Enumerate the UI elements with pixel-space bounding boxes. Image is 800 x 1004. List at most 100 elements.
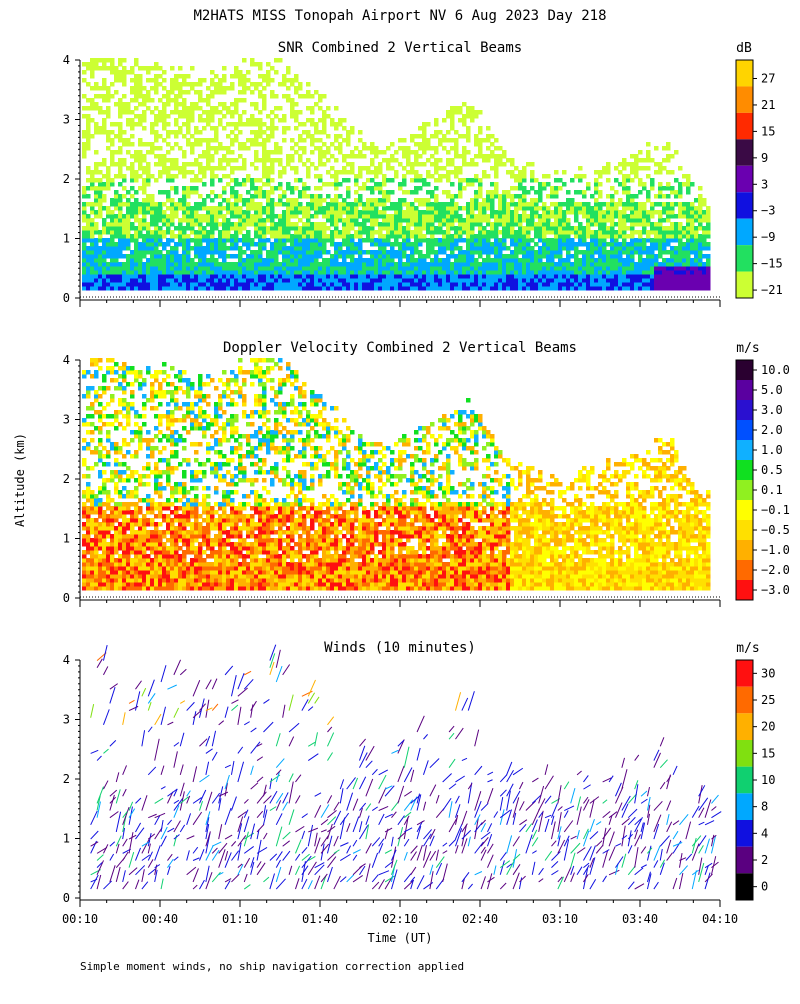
wind-barb [602,811,611,819]
wind-barb [211,751,218,761]
wind-barb [122,811,128,818]
wind-barb [583,784,591,790]
wind-barb [103,666,109,676]
wind-barb [704,872,711,890]
wind-barb [269,778,273,790]
wind-barb [570,852,576,868]
wind-barb [429,758,440,769]
wind-barb [256,862,266,876]
wind-barb [263,795,272,804]
y-tick-label: 3 [63,713,70,727]
wind-barb [570,872,575,883]
colorbar-tick-label: −1.0 [761,543,790,557]
wind-barb [627,833,633,840]
wind-barb [429,850,437,861]
wind-barb [371,874,379,883]
wind-barb [570,787,576,804]
wind-barb [403,746,410,768]
wind-barb [403,815,410,826]
wind-barb [653,749,660,761]
wind-barb [167,858,174,868]
wind-barb [154,812,166,819]
wind-barb [224,665,234,676]
wind-barb [128,699,135,704]
wind-barb [186,701,195,711]
colorbar-tick-label: 10 [761,773,775,787]
colorbar-tick-label: 4 [761,826,768,840]
wind-barb [691,835,702,847]
wind-barb [256,743,263,747]
wind-barb [583,846,592,861]
wind-barb [224,774,230,790]
wind-barb [378,879,385,890]
wind-barb [710,834,715,847]
wind-barb [531,777,539,783]
wind-barb [275,792,284,804]
wind-barb [557,876,563,883]
wind-barb [218,842,228,854]
wind-barb [602,850,608,868]
wind-barb [115,772,120,783]
wind-barb [454,804,461,818]
wind-barb [167,819,173,826]
wind-barb [262,805,267,818]
wind-barb [308,855,316,861]
wind-barb [275,878,286,890]
wind-barb [262,784,267,797]
wind-barb [109,686,116,704]
wind-barb [90,810,98,826]
wind-barb [499,860,505,875]
wind-barb [640,798,648,804]
wind-barb [314,732,318,747]
panel-title-snr: SNR Combined 2 Vertical Beams [278,40,522,56]
wind-barb [666,839,672,854]
wind-barb [301,855,312,868]
wind-barb [96,795,101,811]
wind-barb [237,672,245,690]
doppler-colorbar: 10.0 5.0 3.0 2.0 1.0 0.5 0.1 −0.1 −0.5 −1.0 −2.0 −3… [735,359,790,601]
wind-barb [115,835,122,847]
x-tick-label: 04:10 [702,912,738,926]
wind-barb [243,857,251,868]
wind-barb [205,845,214,861]
wind-barb [583,862,590,869]
wind-barb [659,781,666,790]
colorbar-swatch [736,713,753,740]
wind-barb [634,883,645,890]
wind-barb [192,797,202,804]
wind-barb [320,835,329,847]
wind-barb [627,830,632,847]
wind-barb [160,878,164,890]
wind-barb [647,847,653,854]
wind-barb [314,832,318,847]
wind-barb [231,873,240,883]
wind-barb [160,765,165,775]
wind-barb [442,850,448,854]
wind-barb [403,799,414,811]
wind-barb [307,824,314,847]
wind-barb [359,776,367,790]
wind-barb [371,806,379,811]
wind-barb [416,820,425,826]
wind-barb [269,661,275,676]
wind-barb [256,829,260,840]
wind-barb [198,801,203,811]
wind-barb [384,785,393,790]
wind-barb [263,699,270,704]
wind-barb [646,871,651,883]
wind-barb [160,786,166,790]
wind-barb [192,766,198,783]
wind-barb [659,848,663,861]
wind-barb [454,814,459,825]
wind-barb [448,732,455,740]
wind-barb [141,795,148,811]
wind-barb [250,741,261,754]
wind-barb [256,756,264,761]
wind-barb [416,820,423,833]
wind-barb [115,843,120,854]
wind-barb [640,790,648,797]
wind-barb [205,791,213,811]
wind-barb [211,849,220,861]
wind-barb [186,795,191,804]
wind-barb [326,866,333,883]
